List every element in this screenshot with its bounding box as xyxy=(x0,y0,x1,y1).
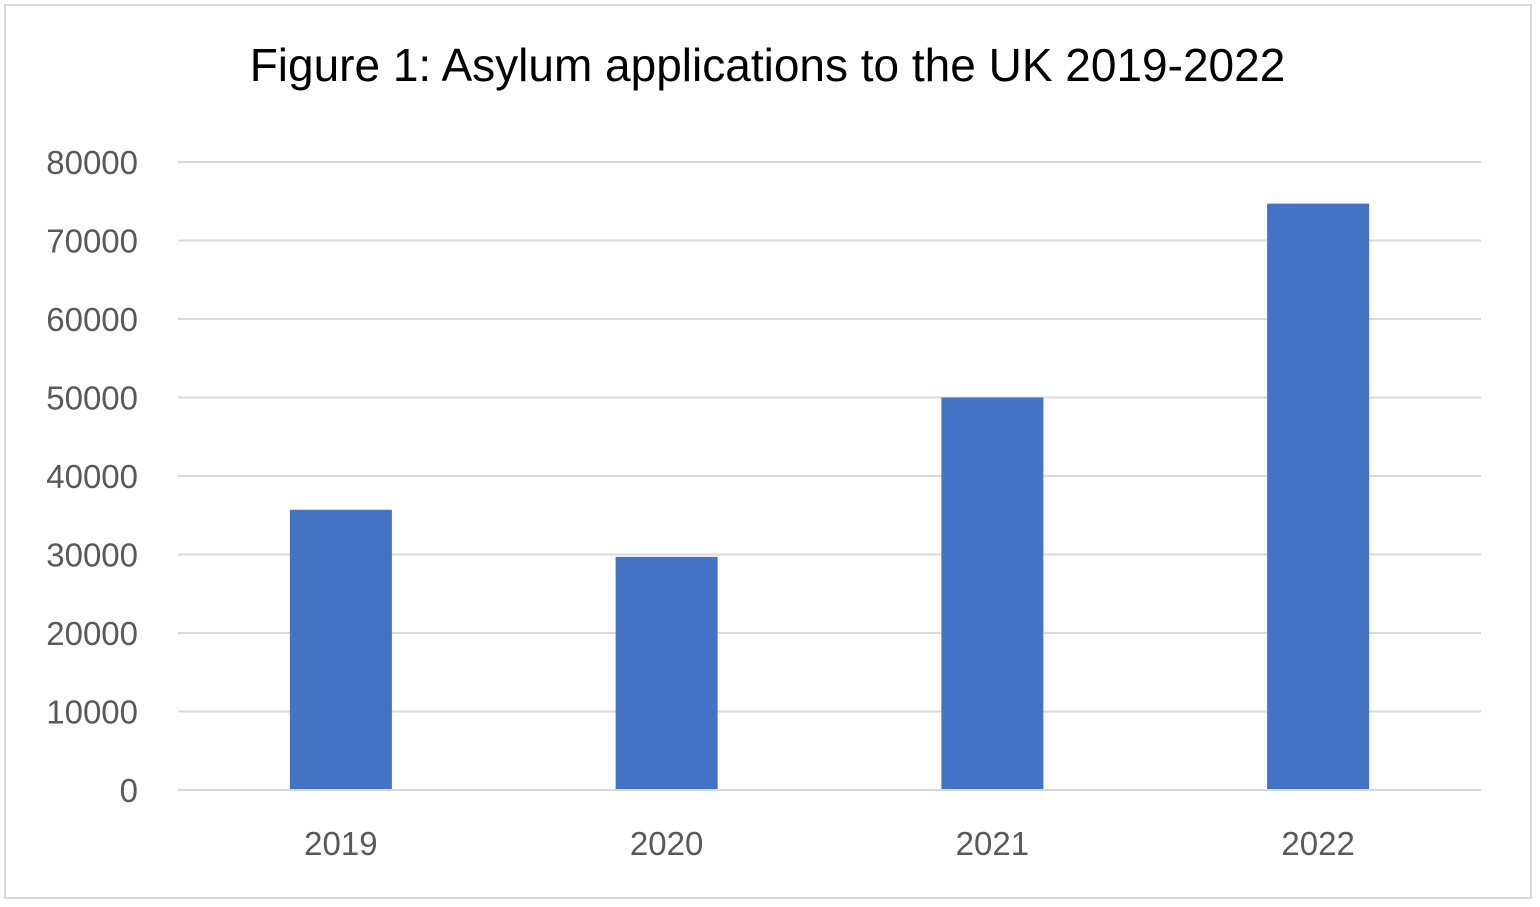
y-tick-label: 50000 xyxy=(46,380,138,417)
y-axis-ticks: 0 10000 20000 30000 40000 50000 60000 70000 8000… xyxy=(46,144,138,809)
x-tick-label: 2022 xyxy=(1281,825,1354,862)
x-tick-label: 2019 xyxy=(304,825,377,862)
y-tick-label: 80000 xyxy=(46,144,138,181)
bar-2020 xyxy=(615,556,718,790)
gridlines xyxy=(178,161,1481,791)
y-tick-label: 30000 xyxy=(46,537,138,574)
y-tick-label: 70000 xyxy=(46,223,138,260)
x-tick-label: 2021 xyxy=(956,825,1029,862)
y-tick-label: 20000 xyxy=(46,615,138,652)
x-tick-label: 2020 xyxy=(630,825,703,862)
x-axis-ticks: 2019 2020 2021 2022 xyxy=(304,825,1355,862)
bar-2019 xyxy=(289,509,392,790)
y-tick-label: 0 xyxy=(120,772,138,809)
bar-2022 xyxy=(1267,203,1370,791)
bar-2021 xyxy=(941,397,1044,790)
bars xyxy=(178,203,1481,791)
chart-title: Figure 1: Asylum applications to the UK … xyxy=(249,39,1286,91)
y-tick-label: 40000 xyxy=(46,458,138,495)
y-tick-label: 10000 xyxy=(46,694,138,731)
y-tick-label: 60000 xyxy=(46,301,138,338)
